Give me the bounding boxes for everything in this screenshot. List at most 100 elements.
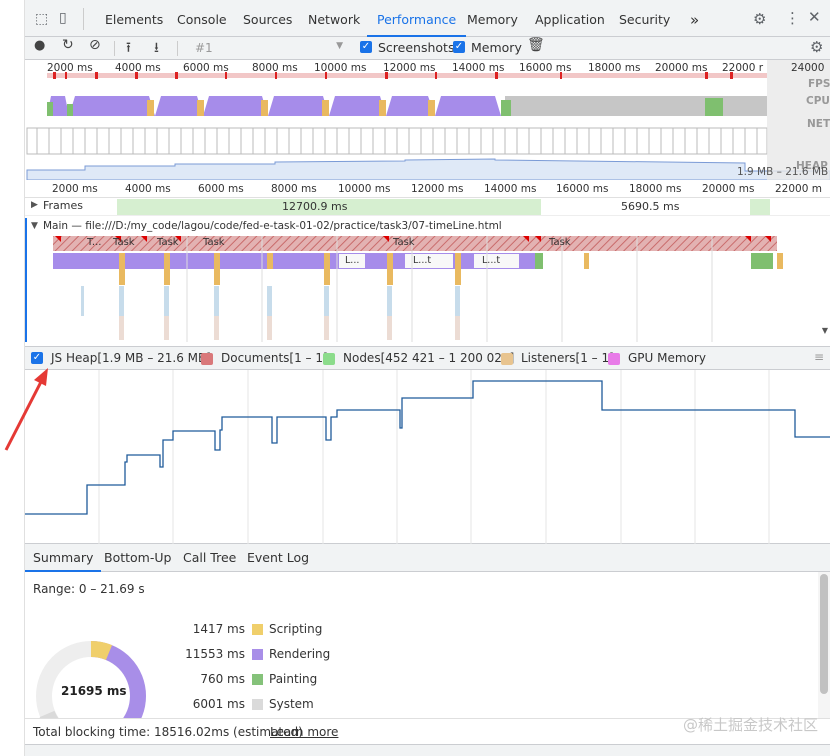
overview-tick: 24000 bbox=[791, 62, 825, 74]
watermark: @稀土掘金技术社区 bbox=[682, 716, 818, 734]
tab-security[interactable]: Security bbox=[619, 12, 671, 27]
summary-scrollbar[interactable] bbox=[818, 572, 830, 718]
js-heap-checkbox[interactable]: ✓ bbox=[31, 352, 43, 364]
ruler-tick: 18000 ms bbox=[629, 183, 682, 195]
frame-bar[interactable] bbox=[750, 199, 770, 215]
overview-tick: 18000 ms bbox=[588, 62, 641, 74]
timeline-overview[interactable]: 2000 ms 4000 ms 6000 ms 8000 ms 10000 ms… bbox=[25, 60, 830, 180]
overview-tick: 16000 ms bbox=[519, 62, 572, 74]
donut-total-label: 21695 ms bbox=[61, 684, 127, 698]
js-heap-graph[interactable] bbox=[25, 370, 830, 544]
nodes-label: Nodes[452 421 – 1 200 021] bbox=[343, 351, 515, 365]
tab-application[interactable]: Application bbox=[535, 12, 605, 27]
ruler-tick: 6000 ms bbox=[198, 183, 244, 195]
frame-duration: 5690.5 ms bbox=[621, 200, 680, 213]
tab-call-tree[interactable]: Call Tree bbox=[183, 550, 237, 565]
tab-sources[interactable]: Sources bbox=[243, 12, 293, 27]
clear-icon[interactable]: ⊘ bbox=[89, 37, 101, 53]
overview-tick: 20000 ms bbox=[655, 62, 708, 74]
reload-record-icon[interactable]: ↻ bbox=[62, 37, 74, 53]
task-label[interactable]: Task bbox=[113, 237, 135, 248]
collapse-arrow-icon[interactable]: ▼ bbox=[31, 221, 38, 231]
ruler-tick: 22000 m bbox=[775, 183, 822, 195]
overview-tick: 4000 ms bbox=[115, 62, 161, 74]
main-thread-track[interactable]: ▼ Main — file:///D:/my_code/lagou/code/f… bbox=[25, 218, 830, 342]
device-toolbar-icon[interactable]: ▯ bbox=[59, 10, 67, 26]
task-label[interactable]: Task bbox=[203, 237, 225, 248]
memory-counters-legend: ✓ JS Heap[1.9 MB – 21.6 MB] Documents[1 … bbox=[25, 346, 830, 370]
ruler-tick: 8000 ms bbox=[271, 183, 317, 195]
overview-tick: 22000 r bbox=[722, 62, 764, 74]
screenshots-checkbox[interactable]: ✓ bbox=[360, 41, 372, 53]
scrollbar-thumb[interactable] bbox=[820, 574, 828, 694]
fps-lane-label: FPS bbox=[808, 78, 830, 90]
tab-event-log[interactable]: Event Log bbox=[247, 550, 310, 565]
task-label[interactable]: T... bbox=[87, 237, 102, 248]
overview-tick: 10000 ms bbox=[314, 62, 367, 74]
time-ruler: 2000 ms 4000 ms 6000 ms 8000 ms 10000 ms… bbox=[25, 180, 830, 198]
inspect-element-icon[interactable]: ⬚ bbox=[35, 11, 49, 27]
nodes-checkbox[interactable] bbox=[323, 353, 335, 365]
separator bbox=[83, 8, 84, 30]
details-tab-bar: Summary Bottom-Up Call Tree Event Log bbox=[25, 544, 830, 572]
layout-event-label[interactable]: L...t bbox=[482, 255, 501, 266]
screenshots-label: Screenshots bbox=[378, 40, 455, 55]
scroll-down-icon[interactable]: ▼ bbox=[821, 326, 828, 335]
documents-label: Documents[1 – 1] bbox=[221, 351, 328, 365]
tab-elements[interactable]: Elements bbox=[105, 12, 164, 27]
task-label[interactable]: Task bbox=[549, 237, 571, 248]
js-heap-line-chart bbox=[25, 370, 830, 544]
summary-value: 11553 ms bbox=[185, 647, 245, 661]
ruler-tick: 14000 ms bbox=[484, 183, 537, 195]
separator bbox=[177, 41, 178, 56]
expand-arrow-icon[interactable]: ▶ bbox=[31, 200, 38, 210]
layout-event-label[interactable]: L...t bbox=[413, 255, 432, 266]
total-blocking-time: Total blocking time: 18516.02ms (estimat… bbox=[33, 725, 303, 739]
tab-network[interactable]: Network bbox=[308, 12, 361, 27]
record-icon[interactable]: ● bbox=[34, 38, 46, 53]
recording-select[interactable]: #1 ▼ bbox=[193, 37, 343, 59]
ruler-tick: 16000 ms bbox=[556, 183, 609, 195]
summary-label: System bbox=[269, 697, 314, 711]
listeners-label: Listeners[1 – 1] bbox=[521, 351, 614, 365]
net-lane-label: NET bbox=[807, 118, 830, 130]
download-profile-icon[interactable]: ⭳ bbox=[154, 40, 159, 56]
annotation-arrow bbox=[4, 368, 48, 451]
overview-tick: 12000 ms bbox=[383, 62, 436, 74]
ruler-tick: 12000 ms bbox=[411, 183, 464, 195]
listeners-checkbox[interactable] bbox=[501, 353, 513, 365]
overview-graph bbox=[26, 60, 830, 180]
tab-performance[interactable]: Performance bbox=[367, 0, 467, 37]
scripting-swatch bbox=[252, 624, 263, 635]
ruler-tick: 20000 ms bbox=[702, 183, 755, 195]
drag-handle-icon[interactable]: ≡ bbox=[813, 350, 824, 364]
dropdown-arrow-icon: ▼ bbox=[336, 41, 343, 51]
task-label[interactable]: Task bbox=[393, 237, 415, 248]
summary-label: Painting bbox=[269, 672, 318, 686]
tab-summary[interactable]: Summary bbox=[25, 544, 102, 572]
memory-checkbox[interactable]: ✓ bbox=[453, 41, 465, 53]
capture-settings-gear-icon[interactable]: ⚙ bbox=[810, 38, 824, 56]
summary-label: Rendering bbox=[269, 647, 331, 661]
console-drawer-bar[interactable] bbox=[25, 744, 830, 756]
heap-range-label: 1.9 MB – 21.6 MB bbox=[737, 166, 829, 178]
task-label[interactable]: Task bbox=[157, 237, 179, 248]
gpu-memory-checkbox[interactable] bbox=[608, 353, 620, 365]
layout-event-label[interactable]: L... bbox=[345, 255, 360, 266]
tab-memory[interactable]: Memory bbox=[467, 12, 518, 27]
close-devtools-icon[interactable]: ✕ bbox=[808, 8, 821, 26]
learn-more-link[interactable]: Learn more bbox=[270, 725, 339, 739]
left-gutter bbox=[0, 0, 25, 756]
donut-slice-scripting bbox=[90, 640, 113, 661]
tab-bottom-up[interactable]: Bottom-Up bbox=[104, 550, 172, 565]
overview-tick: 2000 ms bbox=[47, 62, 93, 74]
trash-icon[interactable]: 🗑 bbox=[527, 37, 545, 53]
tab-console[interactable]: Console bbox=[177, 12, 227, 27]
settings-gear-icon[interactable]: ⚙ bbox=[753, 10, 767, 28]
more-tabs-button[interactable]: » bbox=[690, 11, 700, 29]
frames-track[interactable]: ▶ Frames 12700.9 ms 5690.5 ms bbox=[25, 198, 830, 216]
frame-bar[interactable] bbox=[117, 199, 541, 215]
documents-checkbox[interactable] bbox=[201, 353, 213, 365]
upload-profile-icon[interactable]: ⭱ bbox=[126, 40, 131, 56]
more-options-icon[interactable]: ⋮ bbox=[785, 9, 800, 27]
